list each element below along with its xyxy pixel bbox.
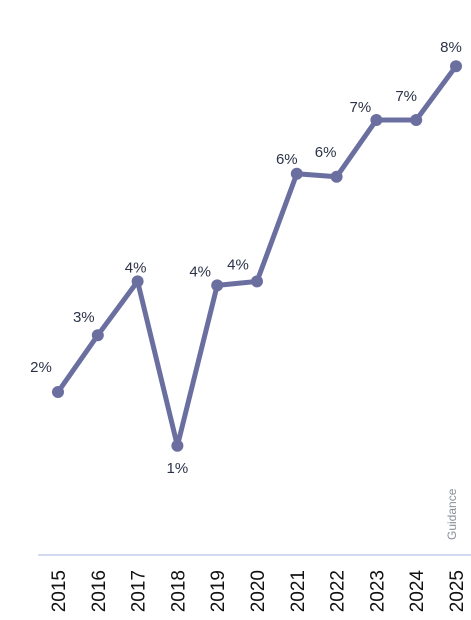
x-tick-2024: 2024 <box>407 570 428 613</box>
data-point-2022 <box>330 170 343 183</box>
x-tick-2022: 2022 <box>328 570 349 612</box>
x-tick-2023: 2023 <box>367 570 388 612</box>
data-point-2015 <box>52 386 64 398</box>
data-label-2021: 6% <box>276 151 298 168</box>
x-tick-2019: 2019 <box>208 570 229 612</box>
data-point-2017 <box>131 275 144 288</box>
data-label-2016: 3% <box>73 309 95 326</box>
x-tick-2020: 2020 <box>248 570 269 612</box>
data-point-2021 <box>290 167 303 180</box>
data-labels: 2% 3% 4% 1% 4% 4% 6% 6% 7% 7% 8% <box>30 39 462 477</box>
data-point-2023 <box>370 114 383 126</box>
data-label-2019: 4% <box>189 263 211 280</box>
data-point-2025 <box>450 60 462 73</box>
guidance-annotation: Guidance <box>445 488 459 540</box>
data-point-2020 <box>251 275 263 288</box>
data-label-2015: 2% <box>30 359 52 376</box>
x-tick-2015: 2015 <box>49 570 70 612</box>
data-label-2017: 4% <box>125 259 147 276</box>
x-tick-2016: 2016 <box>89 570 110 612</box>
data-label-2018: 1% <box>167 460 189 477</box>
data-label-2023: 7% <box>350 99 372 116</box>
data-point-2019 <box>211 279 224 292</box>
series-line <box>55 63 459 449</box>
x-tick-2021: 2021 <box>288 570 309 612</box>
data-points <box>52 60 462 452</box>
data-point-2018 <box>171 439 184 452</box>
x-tick-2017: 2017 <box>129 570 150 612</box>
data-point-2024 <box>410 114 423 126</box>
data-label-2024: 7% <box>395 88 417 105</box>
data-label-2025: 8% <box>440 39 462 56</box>
x-tick-2018: 2018 <box>168 570 189 612</box>
data-label-2020: 4% <box>227 256 249 273</box>
data-label-2022: 6% <box>315 144 337 161</box>
x-tick-labels: 2015 2016 2017 2018 2019 2020 2021 2022 2023 2024… <box>49 570 468 613</box>
data-point-2016 <box>91 329 104 342</box>
x-tick-2025: 2025 <box>447 570 468 612</box>
